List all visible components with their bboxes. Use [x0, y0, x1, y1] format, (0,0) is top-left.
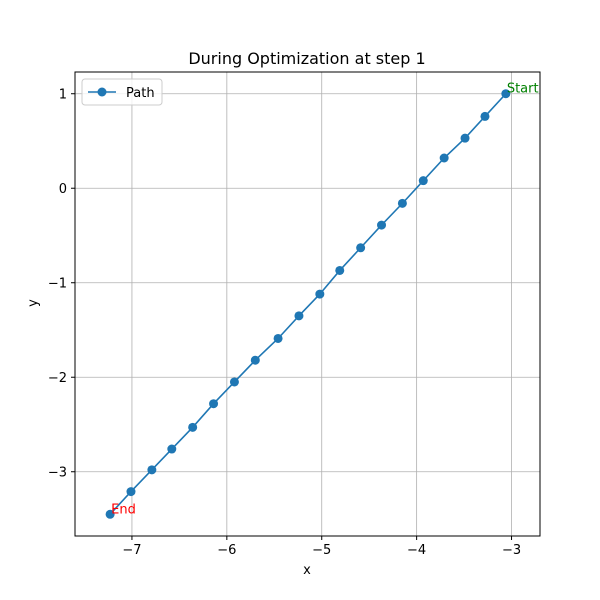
- x-tick-label: −6: [217, 543, 236, 558]
- x-tick-label: −4: [407, 543, 426, 558]
- y-tick-label: −1: [48, 277, 67, 292]
- y-tick-label: −2: [48, 371, 67, 386]
- series-line-path: [109, 93, 507, 515]
- path-point: [335, 265, 345, 275]
- path-point: [460, 133, 470, 143]
- legend-marker-swatch: [97, 87, 107, 97]
- path-point: [356, 243, 366, 253]
- legend: Path: [81, 78, 163, 106]
- legend-label: Path: [126, 86, 155, 101]
- y-axis-label: y: [26, 299, 41, 307]
- path-point: [250, 355, 260, 365]
- path-point: [315, 289, 325, 299]
- plot-area: Start End −7 −6 −5 −4 −3 1 0 −1 −2 −3 Path: [48, 71, 541, 558]
- y-tick-label: 1: [59, 88, 67, 103]
- path-point: [105, 509, 115, 519]
- path-point: [167, 444, 177, 454]
- x-axis-label: x: [303, 563, 311, 578]
- y-tick-label: −3: [48, 466, 67, 481]
- path-point: [273, 333, 283, 343]
- x-tick-label: −5: [312, 543, 331, 558]
- path-point: [377, 220, 387, 230]
- axes-frame: [74, 71, 541, 537]
- path-point: [229, 377, 239, 387]
- path-point: [209, 399, 219, 409]
- path-point: [439, 153, 449, 163]
- x-tick-label: −3: [502, 543, 521, 558]
- end-annotation: End: [111, 502, 136, 517]
- path-point: [188, 422, 198, 432]
- start-annotation: Start: [507, 82, 539, 97]
- legend-box: [81, 78, 163, 106]
- path-point: [294, 311, 304, 321]
- path-point: [501, 89, 511, 99]
- path-point: [147, 465, 157, 475]
- path-point: [418, 176, 428, 186]
- path-point: [126, 487, 136, 497]
- y-tick-label: 0: [59, 182, 67, 197]
- x-tick-label: −7: [122, 543, 141, 558]
- path-point: [397, 198, 407, 208]
- path-point: [480, 111, 490, 121]
- chart-title: During Optimization at step 1: [188, 49, 425, 68]
